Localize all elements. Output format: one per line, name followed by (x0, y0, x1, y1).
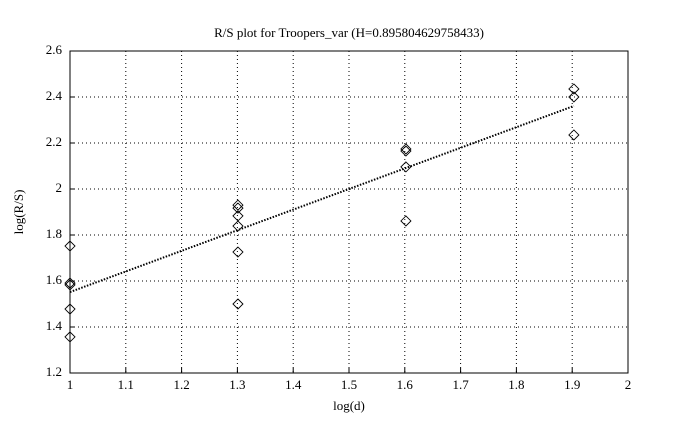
y-axis-label: log(R/S) (11, 190, 26, 235)
x-tick-label: 1.4 (285, 377, 302, 392)
data-point (400, 161, 412, 173)
data-point (232, 202, 244, 214)
data-point (64, 303, 76, 315)
data-point (400, 145, 412, 157)
data-point (232, 199, 244, 211)
x-tick-label: 1.1 (118, 377, 134, 392)
y-tick-label: 1.8 (46, 226, 62, 241)
x-tick-label: 1.8 (508, 377, 524, 392)
x-tick-label: 1.6 (397, 377, 414, 392)
x-tick-label: 1.5 (341, 377, 357, 392)
data-point (568, 129, 580, 141)
x-tick-label: 1.7 (452, 377, 469, 392)
chart-title: R/S plot for Troopers_var (H=0.895804629… (214, 25, 484, 40)
y-tick-label: 2 (56, 180, 63, 195)
y-tick-label: 1.6 (46, 272, 63, 287)
data-point (400, 143, 412, 155)
data-point (568, 91, 580, 103)
x-axis-label: log(d) (333, 398, 365, 413)
data-point (64, 277, 76, 289)
y-tick-label: 1.4 (46, 318, 63, 333)
data-point (64, 331, 76, 343)
data-point (64, 279, 76, 291)
y-tick-label: 1.2 (46, 364, 62, 379)
data-point (400, 215, 412, 227)
x-tick-label: 1 (67, 377, 74, 392)
data-point (64, 240, 76, 252)
y-tick-label: 2.6 (46, 42, 63, 57)
x-tick-label: 1.3 (229, 377, 245, 392)
x-tick-label: 2 (625, 377, 632, 392)
y-tick-label: 2.4 (46, 88, 63, 103)
data-point (232, 298, 244, 310)
data-point (232, 220, 244, 232)
plot-frame (69, 50, 629, 374)
data-point (568, 83, 580, 95)
data-point (232, 246, 244, 258)
x-tick-label: 1.2 (173, 377, 189, 392)
x-tick-label: 1.9 (564, 377, 580, 392)
y-tick-label: 2.2 (46, 134, 62, 149)
fit-line (69, 105, 575, 293)
